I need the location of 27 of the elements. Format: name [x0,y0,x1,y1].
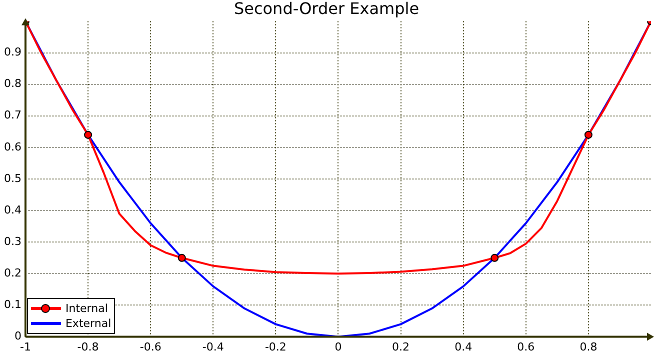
y-tick-label: 0.3 [4,234,22,248]
x-tick-label: -0.6 [140,340,162,354]
y-tick-label: 0 [14,330,22,343]
y-tick-label: 0.9 [4,46,22,59]
chart-title: Second-Order Example [234,0,420,18]
x-tick-label: -0.8 [77,340,99,354]
point [178,254,186,262]
y-tick-label: 0.5 [4,172,22,185]
x-tick-label: 0 [334,340,342,354]
y-tick-label: 0.1 [4,298,22,312]
y-tick-label: 0.7 [4,108,22,122]
x-tick-label: 0.2 [392,340,410,354]
point [584,130,592,139]
legend-label: Internal [65,302,108,315]
legend-label: External [65,316,112,330]
x-tick-label: 0.8 [580,340,598,354]
point [490,254,499,262]
y-tick-label: 0.8 [4,77,22,90]
x-tick-label: -1 [20,340,31,354]
y-tick-label: 0.2 [4,266,22,280]
x-tick-label: -0.4 [202,340,224,354]
x-tick-label: 0.4 [454,340,472,354]
x-tick-label: 0.6 [517,340,535,354]
x-tick-label: -0.2 [264,340,286,354]
y-tick-label: 0.6 [4,140,22,154]
y-tick-label: 0.4 [4,203,22,216]
point [84,130,92,139]
